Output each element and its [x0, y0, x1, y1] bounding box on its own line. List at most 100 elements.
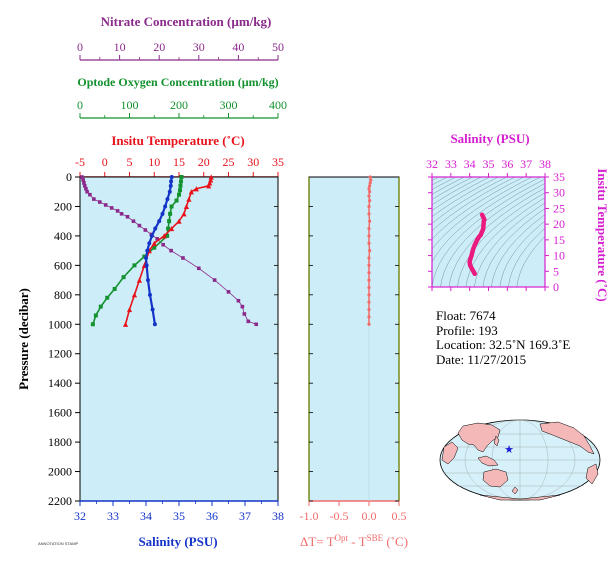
salinity-axis-tick-label: 37 [239, 509, 251, 523]
salinity-point [160, 211, 165, 216]
ts-series [467, 212, 487, 277]
pressure-tick-label: 1200 [48, 347, 72, 361]
delta-t-point [368, 249, 372, 253]
temperature-point [183, 203, 190, 210]
oxygen-axis-tick-label: 0 [77, 98, 83, 112]
delta-t-point [368, 198, 372, 203]
salinity-point [169, 175, 174, 179]
salinity-point [168, 183, 173, 188]
ts-salinity-tick-label: 32 [426, 157, 438, 171]
oxygen-point [121, 275, 126, 280]
oxygen-axis: 0 100 200 300 400 [77, 98, 287, 119]
oxygen-point [178, 183, 183, 188]
temperature-point [136, 277, 142, 283]
ts-density-contours [432, 177, 545, 287]
oxygen-point [105, 295, 110, 300]
delta-t-axes: -1.0 -0.5 0.0 0.5 [300, 176, 407, 523]
ts-density-contour [432, 177, 524, 240]
salinity-point [150, 307, 155, 312]
delta-t-point [367, 263, 371, 267]
delta-t-point [368, 175, 372, 179]
nitrate-point [85, 189, 89, 194]
delta-t-axis-title: ΔT= TOpt - TSBE (˚C) [300, 533, 408, 549]
nitrate-point [137, 223, 142, 228]
oxygen-point [165, 233, 170, 238]
ts-temperature-tick-label: 0 [553, 280, 559, 294]
nitrate-point [92, 197, 96, 201]
temperature-axis-tick-label: 30 [247, 155, 259, 169]
nitrate-axis-tick-label: 40 [232, 40, 244, 54]
oxygen-point [166, 226, 171, 231]
ts-temperature-tick-label: 20 [553, 217, 565, 231]
oxygen-point [177, 192, 181, 197]
delta-t-point [367, 300, 371, 304]
delta-t-point [367, 226, 371, 231]
float-location: Location: 32.5˚N 169.3˚E [436, 337, 571, 352]
delta-t-tick-label: -0.5 [330, 509, 349, 523]
ts-temperature-tick-label: 35 [553, 170, 565, 184]
pressure-tick-label: 200 [54, 199, 72, 213]
temperature-point [206, 183, 212, 189]
world-map: ★ [439, 419, 601, 501]
oxygen-point [90, 322, 95, 327]
pressure-tick-label: 600 [54, 258, 72, 272]
nitrate-axis-tick-label: 50 [272, 40, 284, 54]
oxygen-point [93, 313, 98, 318]
salinity-point [157, 219, 162, 224]
nitrate-point [155, 237, 160, 241]
delta-t-point [367, 187, 371, 191]
salinity-point [144, 256, 148, 260]
delta-t-point [368, 184, 372, 188]
delta-t-point [367, 241, 371, 245]
salinity-point [165, 197, 170, 202]
ts-density-contour [432, 177, 541, 263]
pressure-tick-label: 1800 [48, 435, 72, 449]
salinity-point [167, 189, 172, 194]
salinity-axis-tick-label: 38 [272, 509, 284, 523]
ts-density-contour [432, 177, 490, 211]
oxygen-point [142, 254, 147, 259]
nitrate-point [169, 248, 173, 253]
delta-t-point [367, 285, 371, 290]
temperature-point [168, 225, 175, 232]
salinity-point [169, 179, 174, 184]
oxygen-point [98, 304, 103, 309]
delta-t-point [367, 234, 371, 238]
nitrate-point [82, 181, 86, 185]
ts-salinity-tick-label: 36 [501, 157, 513, 171]
ts-density-contour [491, 214, 545, 287]
map-land-newzealand [511, 486, 519, 495]
nitrate-axis: 0 10 20 30 40 50 [77, 40, 284, 61]
map-land-japan [493, 435, 500, 447]
nitrate-point [240, 304, 245, 309]
salinity-axis-tick-label: 34 [140, 509, 152, 523]
delta-t-point [369, 178, 373, 182]
ts-density-contour [516, 235, 545, 287]
delta-t-tick-label: 0.5 [392, 509, 407, 523]
ts-curve [467, 212, 487, 277]
profile-date: Date: 11/27/2015 [436, 351, 527, 367]
oxygen-point [132, 263, 137, 268]
nitrate-point [246, 319, 251, 324]
ts-temperature-tick-label: 30 [553, 186, 565, 200]
ts-plot-area [432, 177, 545, 287]
main-plot-area [79, 176, 279, 502]
ts-salinity-tick-label: 37 [520, 157, 532, 171]
nitrate-axis-title: Nitrate Concentration (µm/kg) [101, 14, 272, 29]
nitrate-point [226, 290, 231, 294]
main-plot-series [80, 174, 259, 327]
temperature-axis: -5 0 5 10 15 20 25 30 35 [75, 155, 284, 178]
temperature-point [161, 233, 167, 239]
delta-t-point [368, 190, 372, 194]
oxygen-axis-tick-label: 100 [121, 98, 139, 112]
pressure-tick-label: 2000 [48, 465, 72, 479]
oxygen-point [169, 204, 174, 209]
float-info: Float: 7674 Profile: 193 Location: 32.5˚… [436, 308, 571, 367]
nitrate-axis-tick-label: 30 [193, 40, 205, 54]
oxygen-point [168, 211, 173, 216]
temperature-point [208, 174, 214, 180]
delta-t-point [367, 212, 371, 216]
pressure-tick-label: 1400 [48, 376, 72, 390]
delta-t-point [367, 307, 371, 312]
map-land-indonesia [477, 455, 499, 467]
